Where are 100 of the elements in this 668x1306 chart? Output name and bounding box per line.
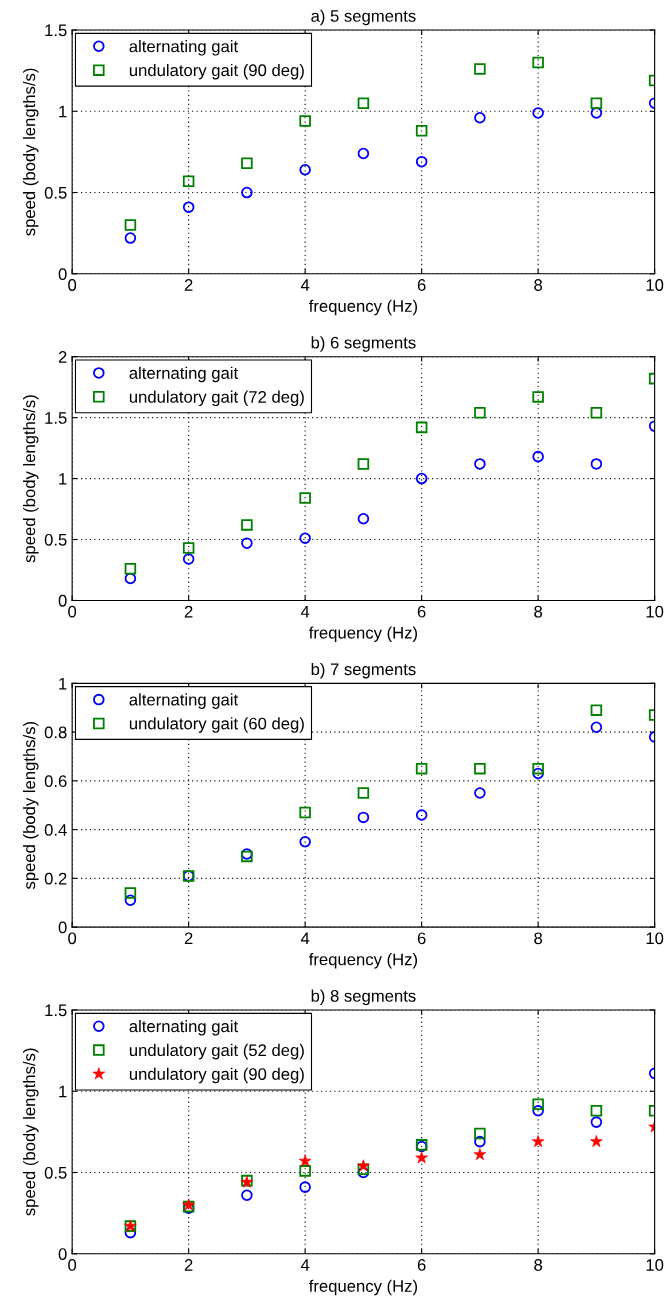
y-tick-label: 0 (58, 1248, 67, 1260)
y-tick-label: 0 (58, 921, 67, 934)
x-tick-label: 10 (646, 1259, 664, 1271)
x-tick-label: 10 (646, 932, 664, 945)
y-tick-label: 1.5 (45, 412, 67, 424)
x-tick-label: 0 (68, 932, 77, 945)
point (474, 762, 486, 775)
x-tick-label: 6 (417, 1259, 426, 1271)
x-tick-label: 0 (68, 1259, 77, 1271)
x-axis-title: frequency (Hz) (308, 953, 418, 969)
point (241, 537, 253, 549)
legend-label: alternating gait (129, 693, 239, 709)
legend-label: undulatory gait (72 deg) (129, 390, 304, 407)
legend-label: undulatory gait (52 deg) (129, 1043, 304, 1060)
x-tick-label: 6 (417, 279, 426, 291)
y-tick-label: 1 (59, 1085, 67, 1098)
x-tick-label: 2 (184, 932, 193, 945)
point (532, 762, 544, 775)
point (532, 107, 544, 119)
point (532, 391, 544, 403)
point (474, 112, 486, 124)
legend-label: alternating gait (129, 40, 239, 56)
x-tick-label: 4 (300, 279, 310, 291)
point (124, 887, 137, 899)
point (532, 767, 544, 780)
point (241, 157, 253, 170)
point (299, 115, 311, 127)
x-tick-label: 2 (184, 279, 193, 291)
point (124, 1226, 137, 1239)
point (474, 406, 486, 419)
y-tick-label: 0 (58, 268, 67, 281)
y-tick-label: 1.5 (45, 24, 67, 37)
point (532, 1098, 544, 1111)
point (182, 201, 195, 213)
y-axis-title: speed (body lengths/s) (23, 721, 39, 890)
y-tick-label: 0.5 (44, 533, 67, 546)
x-axis-title: frequency (Hz) (308, 1279, 418, 1296)
point (415, 421, 428, 434)
x-tick-label: 8 (534, 605, 543, 618)
x-tick-label: 4 (300, 605, 310, 618)
point (124, 232, 137, 244)
point (590, 406, 603, 419)
point (124, 894, 137, 907)
x-axis-title: frequency (Hz) (308, 626, 418, 642)
y-tick-label: 0.8 (44, 726, 67, 739)
y-tick-label: 1 (59, 105, 67, 118)
point (474, 458, 486, 470)
legend-label: undulatory gait (90 deg) (129, 1067, 304, 1084)
point (590, 704, 603, 716)
y-tick-label: 1 (59, 473, 67, 485)
x-tick-label: 4 (300, 932, 310, 945)
point (590, 721, 603, 733)
y-axis-title: speed (body lengths/s) (23, 395, 39, 563)
point (532, 1104, 544, 1117)
legend-label: alternating gait (129, 366, 239, 383)
point (532, 56, 544, 69)
point (415, 762, 428, 775)
x-tick-label: 0 (68, 605, 77, 618)
point (590, 1104, 603, 1117)
point (357, 97, 370, 109)
point (299, 836, 311, 848)
chart-title: a) 5 segments (311, 9, 416, 26)
y-tick-label: 0.6 (44, 775, 67, 788)
y-tick-label: 1 (59, 677, 67, 690)
point (241, 519, 253, 531)
point (124, 563, 137, 575)
point (299, 164, 311, 176)
point (357, 787, 370, 799)
y-axis-title: speed (body lengths/s) (23, 1048, 39, 1216)
x-tick-label: 2 (184, 1259, 193, 1271)
point (474, 63, 486, 75)
point (415, 472, 428, 485)
point (415, 155, 428, 168)
point (474, 1127, 486, 1140)
y-tick-label: 1.5 (45, 1004, 67, 1017)
point (182, 553, 195, 565)
y-tick-label: 0.5 (44, 1166, 67, 1179)
y-tick-label: 0.5 (44, 186, 67, 199)
x-tick-label: 10 (646, 605, 664, 618)
x-tick-label: 6 (417, 605, 426, 618)
x-tick-label: 10 (646, 279, 664, 291)
point (299, 532, 311, 545)
point (415, 125, 428, 137)
x-axis-title: frequency (Hz) (308, 299, 418, 316)
y-axis-title: speed (body lengths/s) (23, 68, 39, 236)
x-tick-label: 6 (417, 932, 426, 945)
x-tick-label: 4 (300, 1259, 310, 1271)
point (590, 1116, 603, 1128)
point (474, 787, 486, 799)
point (299, 492, 311, 504)
chart-title: b) 6 segments (311, 336, 416, 352)
point (357, 147, 370, 160)
point (182, 175, 195, 187)
x-tick-label: 8 (534, 1259, 543, 1271)
x-tick-label: 8 (534, 932, 543, 945)
point (241, 186, 253, 199)
point (299, 1165, 311, 1177)
legend-label: undulatory gait (60 deg) (129, 717, 304, 733)
point (590, 97, 603, 109)
point (532, 450, 544, 463)
